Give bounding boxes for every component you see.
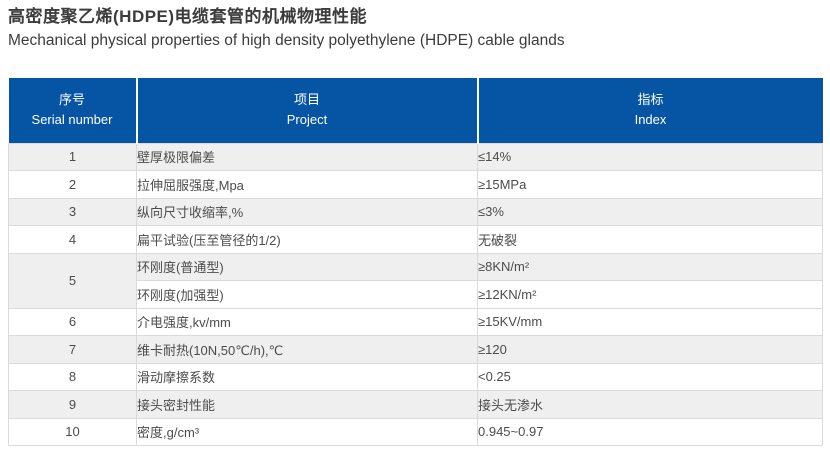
table-header: 序号 Serial number 项目 Project 指标 Index	[8, 78, 823, 143]
serial-cell: 10	[8, 417, 137, 446]
serial-cell: 6	[8, 307, 137, 336]
project-cell: 壁厚极限偏差	[136, 142, 478, 171]
serial-cell: 3	[8, 197, 137, 226]
index-cell: 接头无渗水	[477, 390, 823, 419]
serial-cell: 8	[8, 362, 137, 391]
project-cell: 拉伸屈服强度,Mpa	[136, 170, 478, 199]
index-cell: <0.25	[477, 362, 823, 391]
properties-table: 序号 Serial number 项目 Project 指标 Index 1 壁…	[8, 78, 823, 446]
project-cell: 扁平试验(压至管径的1/2)	[136, 225, 478, 254]
index-cell: ≥15MPa	[477, 170, 823, 199]
serial-cell-merged: 5	[8, 252, 137, 309]
project-cell: 介电强度,kv/mm	[136, 307, 478, 336]
index-cell: ≤14%	[477, 142, 823, 171]
column-header-index-zh: 指标	[637, 92, 664, 108]
index-cell: ≥8KN/m²	[477, 252, 823, 281]
column-header-serial-en: Serial number	[31, 112, 113, 128]
index-cell: ≥12KN/m²	[477, 280, 823, 309]
table-row: 8 滑动摩擦系数 <0.25	[8, 362, 823, 391]
project-cell: 纵向尺寸收缩率,%	[136, 197, 478, 226]
page-title-en: Mechanical physical properties of high d…	[8, 32, 565, 50]
column-header-project-zh: 项目	[293, 92, 320, 108]
column-header-project: 项目 Project	[136, 78, 479, 143]
page-header: 高密度聚乙烯(HDPE)电缆套管的机械物理性能 Mechanical physi…	[8, 6, 565, 51]
page-title-zh: 高密度聚乙烯(HDPE)电缆套管的机械物理性能	[8, 7, 368, 26]
column-header-serial: 序号 Serial number	[8, 78, 138, 143]
table-row: 5 环刚度(普通型) ≥8KN/m²	[8, 252, 823, 309]
column-header-project-en: Project	[286, 112, 328, 128]
serial-cell: 7	[8, 335, 137, 364]
index-cell: ≥120	[477, 335, 823, 364]
index-cell: ≤3%	[477, 197, 823, 226]
index-cell: 无破裂	[477, 225, 823, 254]
column-header-index: 指标 Index	[477, 78, 823, 143]
serial-cell: 4	[8, 225, 137, 254]
index-cell: ≥15KV/mm	[477, 307, 823, 336]
serial-cell: 1	[8, 142, 137, 171]
table-row: 3 纵向尺寸收缩率,% ≤3%	[8, 197, 823, 226]
project-cell: 环刚度(普通型)	[136, 252, 478, 281]
project-cell: 环刚度(加强型)	[136, 280, 478, 309]
project-cell: 滑动摩擦系数	[136, 362, 478, 391]
table-row: 4 扁平试验(压至管径的1/2) 无破裂	[8, 225, 823, 254]
column-header-index-en: Index	[634, 112, 667, 128]
serial-cell: 2	[8, 170, 137, 199]
project-cell: 接头密封性能	[136, 390, 478, 419]
column-header-serial-zh: 序号	[58, 92, 85, 108]
table-row: 1 壁厚极限偏差 ≤14%	[8, 142, 823, 171]
table-row: 7 维卡耐热(10N,50℃/h),℃ ≥120	[8, 335, 823, 364]
project-cell: 密度,g/cm³	[136, 417, 478, 446]
project-cell: 维卡耐热(10N,50℃/h),℃	[136, 335, 478, 364]
table-row: 9 接头密封性能 接头无渗水	[8, 390, 823, 419]
table-row: 6 介电强度,kv/mm ≥15KV/mm	[8, 307, 823, 336]
table-row: 10 密度,g/cm³ 0.945~0.97	[8, 417, 823, 446]
table-row: 环刚度(加强型) ≥12KN/m²	[9, 280, 823, 309]
index-cell: 0.945~0.97	[477, 417, 823, 446]
header-row: 序号 Serial number 项目 Project 指标 Index	[8, 78, 823, 143]
table-row: 2 拉伸屈服强度,Mpa ≥15MPa	[8, 170, 823, 199]
serial-cell: 9	[8, 390, 137, 419]
table-body: 1 壁厚极限偏差 ≤14% 2 拉伸屈服强度,Mpa ≥15MPa 3 纵向尺寸…	[8, 142, 823, 446]
